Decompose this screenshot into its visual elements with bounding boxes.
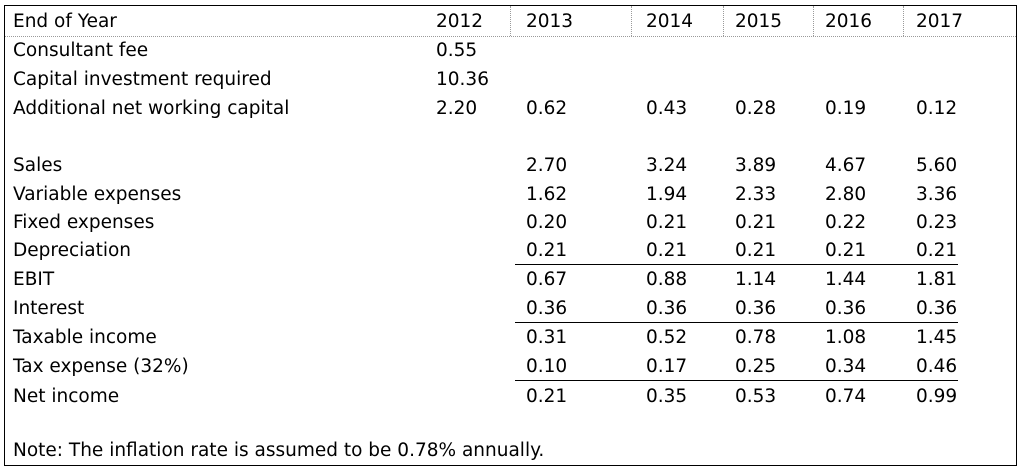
cell-2013: 0.67: [526, 269, 568, 290]
cell-2012: 0.55: [436, 40, 478, 61]
cell-2013: 0.31: [526, 327, 568, 348]
table-row: Sales 2.70 3.24 3.89 4.67 5.60: [5, 151, 1016, 180]
cell-2016: 2.80: [825, 184, 867, 205]
cell-2015: 0.78: [735, 327, 777, 348]
row-label: Taxable income: [13, 327, 157, 348]
row-label: Consultant fee: [13, 40, 149, 61]
row-label: Sales: [13, 155, 63, 176]
row-label: Interest: [13, 298, 85, 319]
row-label: Capital investment required: [13, 69, 272, 90]
cell-2015: 1.14: [735, 269, 777, 290]
cell-2017: 0.23: [916, 212, 958, 233]
cell-2016: 0.21: [825, 240, 867, 261]
table-row: Net income 0.21 0.35 0.53 0.74 0.99: [5, 382, 1016, 411]
cell-2016: 1.44: [825, 269, 867, 290]
year-2013: 2013: [526, 11, 574, 32]
cell-2013: 0.21: [526, 240, 568, 261]
cell-2015: 0.25: [735, 356, 777, 377]
subtotal-rule: [515, 322, 958, 323]
cell-2017: 3.36: [916, 184, 958, 205]
cell-2013: 2.70: [526, 155, 568, 176]
table-row: EBIT 0.67 0.88 1.14 1.44 1.81: [5, 265, 1016, 294]
cell-2014: 0.43: [646, 98, 688, 119]
cell-2017: 5.60: [916, 155, 958, 176]
cell-2014: 3.24: [646, 155, 688, 176]
cell-2015: 3.89: [735, 155, 777, 176]
cell-2015: 2.33: [735, 184, 777, 205]
row-label: Additional net working capital: [13, 98, 290, 119]
row-label: Tax expense (32%): [13, 356, 189, 377]
cell-2014: 0.21: [646, 240, 688, 261]
table-row: Interest 0.36 0.36 0.36 0.36 0.36: [5, 294, 1016, 323]
cell-2016: 0.34: [825, 356, 867, 377]
row-label: Depreciation: [13, 240, 132, 261]
year-2016: 2016: [825, 11, 873, 32]
table-row: Capital investment required 10.36: [5, 65, 1016, 94]
footnote: Note: The inflation rate is assumed to b…: [13, 440, 545, 461]
cell-2015: 0.21: [735, 240, 777, 261]
row-label: EBIT: [13, 269, 55, 290]
cell-2017: 0.99: [916, 386, 958, 407]
cell-2015: 0.53: [735, 386, 777, 407]
table-row: Taxable income 0.31 0.52 0.78 1.08 1.45: [5, 323, 1016, 352]
cell-2012: 2.20: [436, 98, 478, 119]
cell-2016: 4.67: [825, 155, 867, 176]
cell-2016: 1.08: [825, 327, 867, 348]
cell-2014: 1.94: [646, 184, 688, 205]
cell-2014: 0.52: [646, 327, 688, 348]
header-divider: [813, 6, 814, 36]
header-divider: [903, 6, 904, 36]
header-divider: [5, 36, 1016, 37]
header-divider: [631, 6, 632, 36]
cell-2017: 0.46: [916, 356, 958, 377]
cell-2017: 0.36: [916, 298, 958, 319]
header-divider: [510, 6, 511, 36]
row-label: Fixed expenses: [13, 212, 155, 233]
cell-2012: 10.36: [436, 69, 489, 90]
cell-2014: 0.21: [646, 212, 688, 233]
cell-2016: 0.74: [825, 386, 867, 407]
cell-2016: 0.19: [825, 98, 867, 119]
subtotal-rule: [515, 264, 958, 265]
cell-2015: 0.28: [735, 98, 777, 119]
year-2014: 2014: [646, 11, 694, 32]
year-2017: 2017: [916, 11, 964, 32]
cell-2016: 0.36: [825, 298, 867, 319]
cell-2015: 0.36: [735, 298, 777, 319]
cell-2017: 1.45: [916, 327, 958, 348]
table-row: Tax expense (32%) 0.10 0.17 0.25 0.34 0.…: [5, 352, 1016, 381]
cell-2015: 0.21: [735, 212, 777, 233]
cell-2017: 1.81: [916, 269, 958, 290]
row-label: Net income: [13, 386, 120, 407]
header-row: End of Year 2012 2013 2014 2015 2016 201…: [5, 7, 1016, 36]
cell-2013: 1.62: [526, 184, 568, 205]
table-row: Additional net working capital 2.20 0.62…: [5, 94, 1016, 123]
projection-table: End of Year 2012 2013 2014 2015 2016 201…: [4, 5, 1017, 466]
header-label: End of Year: [13, 11, 117, 32]
header-divider: [723, 6, 724, 36]
table-row: Depreciation 0.21 0.21 0.21 0.21 0.21: [5, 236, 1016, 265]
subtotal-rule: [515, 380, 958, 381]
year-2015: 2015: [735, 11, 783, 32]
cell-2013: 0.10: [526, 356, 568, 377]
cell-2013: 0.21: [526, 386, 568, 407]
cell-2013: 0.62: [526, 98, 568, 119]
year-2012: 2012: [436, 11, 484, 32]
table-row: Consultant fee 0.55: [5, 36, 1016, 65]
cell-2017: 0.21: [916, 240, 958, 261]
cell-2014: 0.88: [646, 269, 688, 290]
cell-2014: 0.36: [646, 298, 688, 319]
cell-2016: 0.22: [825, 212, 867, 233]
cell-2014: 0.35: [646, 386, 688, 407]
table-row: Fixed expenses 0.20 0.21 0.21 0.22 0.23: [5, 208, 1016, 237]
cell-2013: 0.36: [526, 298, 568, 319]
cell-2017: 0.12: [916, 98, 958, 119]
table-row: Variable expenses 1.62 1.94 2.33 2.80 3.…: [5, 180, 1016, 209]
cell-2014: 0.17: [646, 356, 688, 377]
row-label: Variable expenses: [13, 184, 182, 205]
cell-2013: 0.20: [526, 212, 568, 233]
